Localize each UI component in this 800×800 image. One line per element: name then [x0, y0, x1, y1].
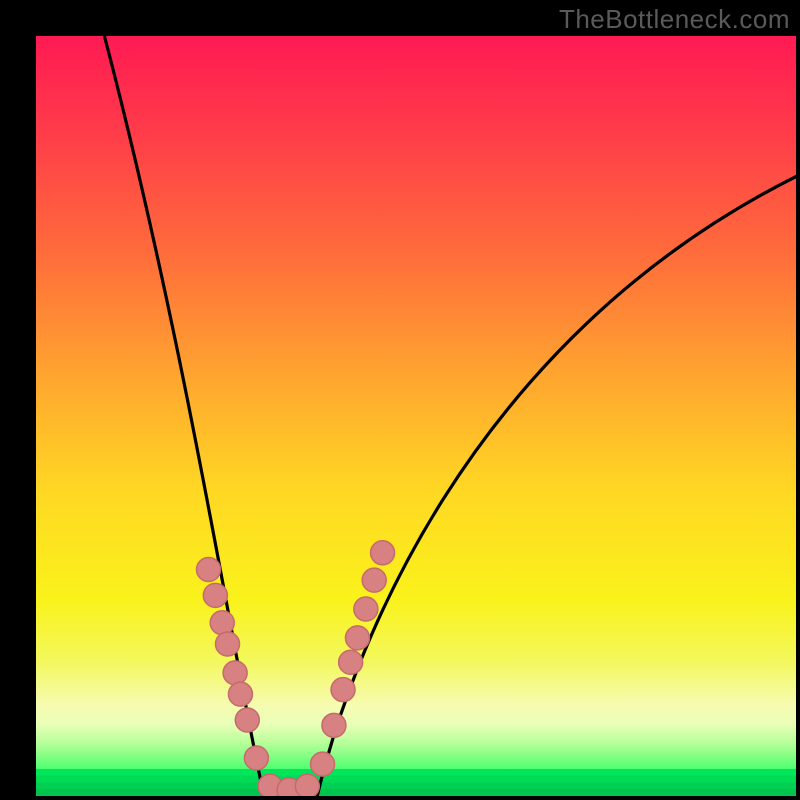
marker-point: [354, 597, 378, 621]
marker-point: [203, 583, 227, 607]
watermark-text: TheBottleneck.com: [559, 4, 790, 35]
marker-point: [210, 611, 234, 635]
marker-point: [322, 713, 346, 737]
bottleneck-curve: [104, 36, 800, 796]
marker-point: [345, 626, 369, 650]
marker-point: [223, 661, 247, 685]
marker-point: [197, 558, 221, 582]
marker-point: [235, 708, 259, 732]
marker-point: [362, 568, 386, 592]
marker-point: [331, 678, 355, 702]
marker-point: [295, 774, 319, 798]
marker-point: [216, 632, 240, 656]
marker-point: [228, 682, 252, 706]
marker-point: [339, 650, 363, 674]
chart-svg: [0, 0, 800, 800]
marker-point: [311, 752, 335, 776]
marker-point: [244, 746, 268, 770]
marker-group: [197, 541, 395, 800]
marker-point: [371, 541, 395, 565]
